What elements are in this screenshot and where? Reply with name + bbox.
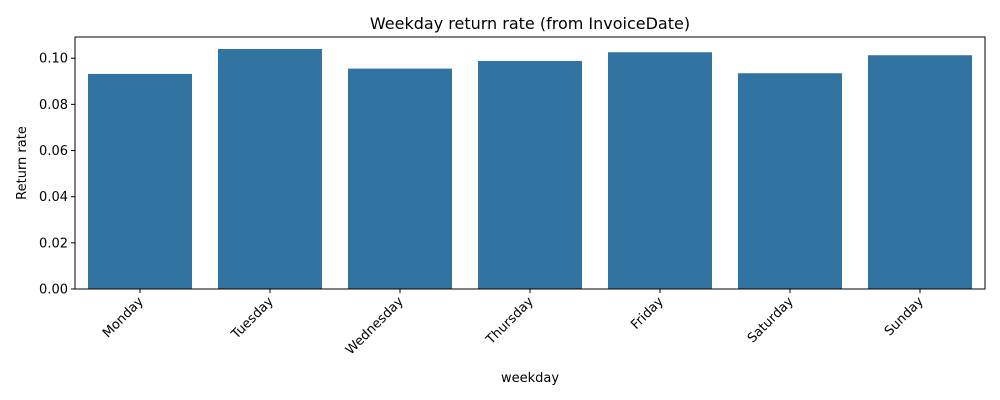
- plot-frame: [74, 36, 986, 290]
- x-tick-label: Wednesday: [343, 294, 407, 358]
- x-tick-label: Sunday: [882, 294, 927, 339]
- bar-monday: [88, 73, 192, 289]
- x-tick-label: Saturday: [745, 294, 797, 346]
- x-axis-label: weekday: [501, 371, 559, 386]
- y-tick-label: 0.06: [39, 144, 68, 159]
- x-tick-label: Monday: [100, 294, 147, 341]
- plot-area: [88, 49, 972, 289]
- bar-tuesday: [218, 49, 322, 289]
- y-tick-label: 0.00: [39, 283, 68, 298]
- bar-saturday: [738, 73, 842, 289]
- x-axis: Monday Tuesday Wednesday Thursday Friday Satu…: [100, 289, 927, 358]
- x-tick-label: Friday: [628, 294, 667, 333]
- x-tick-label: Tuesday: [228, 294, 277, 343]
- y-tick-label: 0.08: [39, 98, 68, 113]
- chart-title: Weekday return rate (from InvoiceDate): [370, 14, 690, 33]
- y-axis-label: Return rate: [15, 126, 30, 200]
- y-tick-label: 0.02: [39, 236, 68, 251]
- y-axis: 0.00 0.02 0.04 0.06 0.08 0.10: [39, 52, 75, 298]
- y-tick-label: 0.10: [39, 52, 68, 67]
- y-tick-label: 0.04: [39, 190, 68, 205]
- bar-sunday: [868, 55, 972, 289]
- x-tick-label: Thursday: [483, 294, 537, 348]
- bar-thursday: [478, 61, 582, 289]
- bar-wednesday: [348, 68, 452, 289]
- bar-friday: [608, 52, 712, 289]
